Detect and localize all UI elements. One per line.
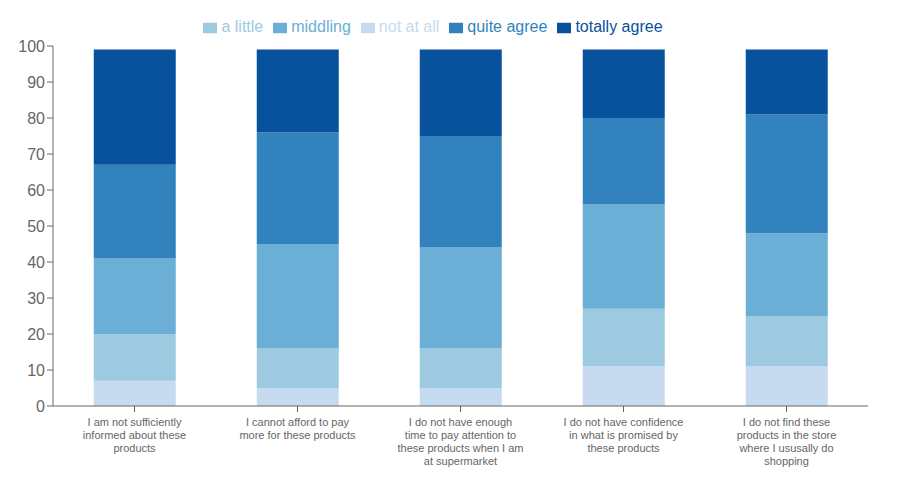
- svg-text:20: 20: [27, 326, 45, 343]
- svg-text:I am not sufficientlyinformed: I am not sufficientlyinformed about thes…: [83, 416, 186, 454]
- svg-text:60: 60: [27, 182, 45, 199]
- svg-text:40: 40: [27, 254, 45, 271]
- svg-text:30: 30: [27, 290, 45, 307]
- svg-text:80: 80: [27, 110, 45, 127]
- svg-text:0: 0: [36, 398, 45, 415]
- svg-text:I do not have confidencein wha: I do not have confidencein what is promi…: [564, 416, 684, 454]
- svg-text:I cannot afford to paymore for: I cannot afford to paymore for these pro…: [239, 416, 356, 441]
- html-text:a little: a little: [221, 18, 264, 35]
- svg-text:100: 100: [18, 38, 45, 55]
- svg-text:90: 90: [27, 74, 45, 91]
- html-text:middling: middling: [291, 18, 351, 35]
- svg-text:70: 70: [27, 146, 45, 163]
- svg-text:10: 10: [27, 362, 45, 379]
- svg-text:I do not have enoughtime to pa: I do not have enoughtime to pay attentio…: [398, 416, 524, 468]
- svg-text:I do not find theseproducts in: I do not find theseproducts in the store…: [737, 416, 837, 468]
- html-text:not at all: not at all: [378, 18, 440, 35]
- svg-text:50: 50: [27, 218, 45, 235]
- html-text:totally agree: totally agree: [575, 18, 663, 35]
- html-text:quite agree: quite agree: [467, 18, 548, 35]
